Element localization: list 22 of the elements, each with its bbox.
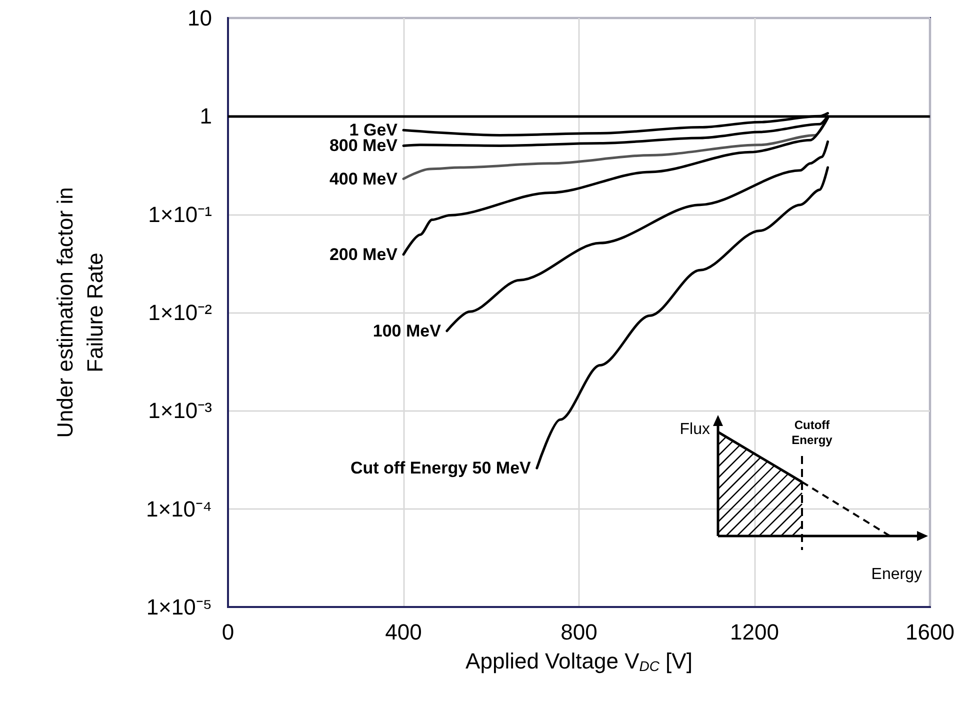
series-label: 200 MeV <box>329 244 398 264</box>
annotation: Energy <box>871 566 922 583</box>
series-label: Cut off Energy 50 MeV <box>350 458 532 478</box>
y-tick-label: 1×10⁻² <box>148 300 212 325</box>
x-tick-label: 1600 <box>906 620 954 644</box>
series-label: 400 MeV <box>329 169 398 188</box>
y-axis-title: Under estimation factor in Failure Rate <box>52 187 108 438</box>
series-label: 100 MeV <box>372 321 442 340</box>
x-tick-label: 1200 <box>730 620 779 644</box>
y-tick-label: 1×10⁻³ <box>148 398 212 424</box>
line-series <box>446 140 830 332</box>
y-tick-label: 1 <box>200 104 212 129</box>
x-tick-label: 800 <box>560 620 598 644</box>
annotation: Cutoff Energy <box>792 418 833 447</box>
y-tick-label: 1×10⁻⁴ <box>146 496 212 522</box>
y-tick-label: 10 <box>188 6 212 30</box>
annotation: Flux <box>680 421 710 438</box>
y-tick-label: 1×10⁻¹ <box>148 202 212 227</box>
x-tick-label: 400 <box>385 620 422 644</box>
x-tick-label: 0 <box>222 620 234 644</box>
y-tick-label: 1×10⁻⁵ <box>146 594 212 620</box>
x-axis-title: Applied Voltage VDC [V] <box>466 648 692 674</box>
